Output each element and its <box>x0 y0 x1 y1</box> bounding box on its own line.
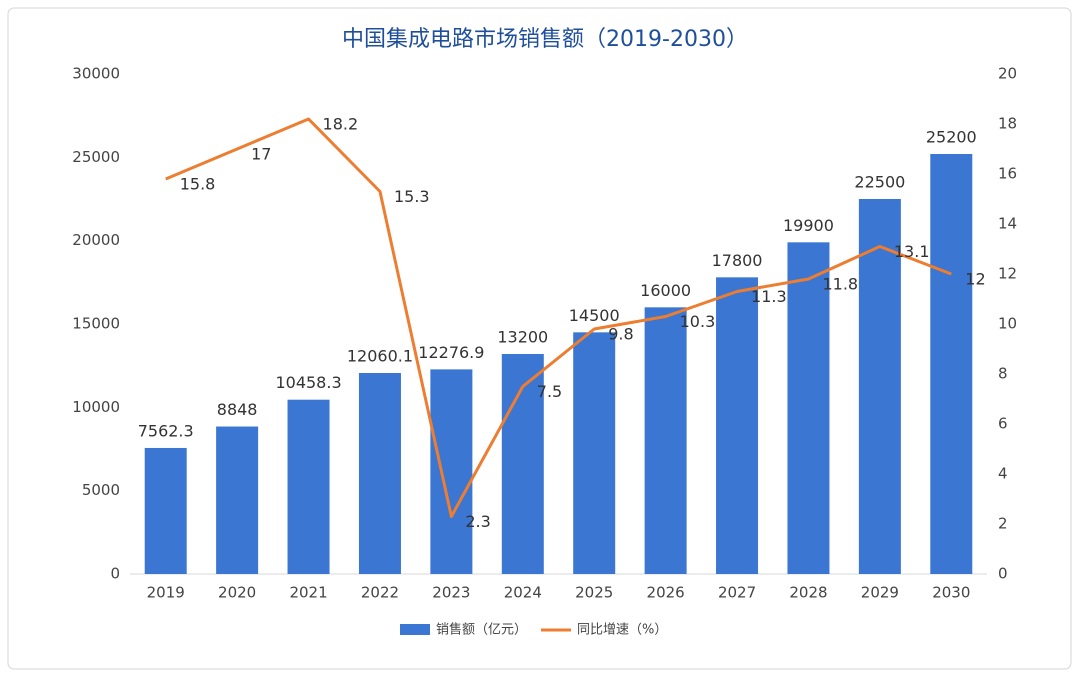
y2-tick-label: 20 <box>998 65 1017 83</box>
bar <box>358 372 401 574</box>
bar-value-label: 16000 <box>640 281 691 300</box>
y-tick-label: 0 <box>110 565 120 583</box>
x-tick-label: 2024 <box>504 584 542 602</box>
line-value-label: 15.3 <box>394 187 430 206</box>
x-tick-label: 2023 <box>432 584 470 602</box>
bar-value-label: 19900 <box>783 216 834 235</box>
y-tick-label: 25000 <box>72 148 120 166</box>
line-value-label: 13.1 <box>894 242 930 261</box>
x-tick-label: 2020 <box>218 584 256 602</box>
bar <box>573 332 616 574</box>
x-tick-label: 2026 <box>647 584 685 602</box>
bar <box>430 369 473 574</box>
y2-tick-label: 18 <box>998 115 1017 133</box>
bar-value-label: 12276.9 <box>418 343 484 362</box>
bar <box>216 426 259 574</box>
y-tick-label: 15000 <box>72 315 120 333</box>
y2-tick-label: 16 <box>998 165 1017 183</box>
bar-value-label: 13200 <box>497 328 548 347</box>
y-tick-label: 20000 <box>72 231 120 249</box>
legend-swatch <box>400 624 430 635</box>
bar <box>858 199 901 574</box>
bar <box>144 447 187 574</box>
chart-title: 中国集成电路市场销售额（2019-2030） <box>342 27 748 52</box>
line-value-label: 11.3 <box>751 287 787 306</box>
legend-label: 销售额（亿元） <box>436 622 527 638</box>
line-value-label: 9.8 <box>608 325 633 344</box>
bar-value-label: 12060.1 <box>347 346 413 365</box>
line-value-label: 17 <box>251 145 271 164</box>
y2-tick-label: 14 <box>998 215 1017 233</box>
bar-value-label: 14500 <box>569 306 620 325</box>
line <box>165 117 952 518</box>
bar-value-label: 17800 <box>712 251 763 270</box>
line-value-label: 18.2 <box>323 115 359 134</box>
line-value-label: 11.8 <box>822 275 858 294</box>
line-value-label: 15.8 <box>180 175 216 194</box>
x-tick-label: 2025 <box>575 584 613 602</box>
bar-value-label: 8848 <box>217 400 258 419</box>
bar <box>716 277 759 574</box>
y-tick-label: 10000 <box>72 398 120 416</box>
y-tick-label: 5000 <box>82 481 120 499</box>
bar-value-label: 7562.3 <box>138 421 194 440</box>
x-tick-label: 2022 <box>361 584 399 602</box>
y2-tick-label: 12 <box>998 265 1017 283</box>
x-tick-label: 2021 <box>289 584 327 602</box>
x-tick-label: 2029 <box>861 584 899 602</box>
line-value-label: 2.3 <box>465 512 490 531</box>
x-tick-label: 2028 <box>789 584 827 602</box>
y2-tick-label: 4 <box>998 465 1008 483</box>
bar <box>787 242 830 575</box>
bar-value-label: 22500 <box>854 173 905 192</box>
bar <box>501 354 544 574</box>
line-value-label: 10.3 <box>680 312 716 331</box>
line-value-label: 7.5 <box>537 382 562 401</box>
bar <box>930 154 973 574</box>
bar-value-label: 10458.3 <box>275 373 341 392</box>
x-tick-label: 2027 <box>718 584 756 602</box>
bar-value-label: 25200 <box>926 128 977 147</box>
bar <box>287 399 330 574</box>
y2-tick-label: 0 <box>998 565 1008 583</box>
y-tick-label: 30000 <box>72 65 120 83</box>
legend-label: 同比增速（%） <box>577 623 667 638</box>
x-tick-label: 2019 <box>147 584 185 602</box>
y2-tick-label: 6 <box>998 415 1008 433</box>
line-value-label: 12 <box>965 270 985 289</box>
y2-tick-label: 10 <box>998 315 1017 333</box>
x-tick-label: 2030 <box>932 584 970 602</box>
bar <box>644 307 687 574</box>
y2-tick-label: 2 <box>998 515 1008 533</box>
y2-tick-label: 8 <box>998 365 1008 383</box>
